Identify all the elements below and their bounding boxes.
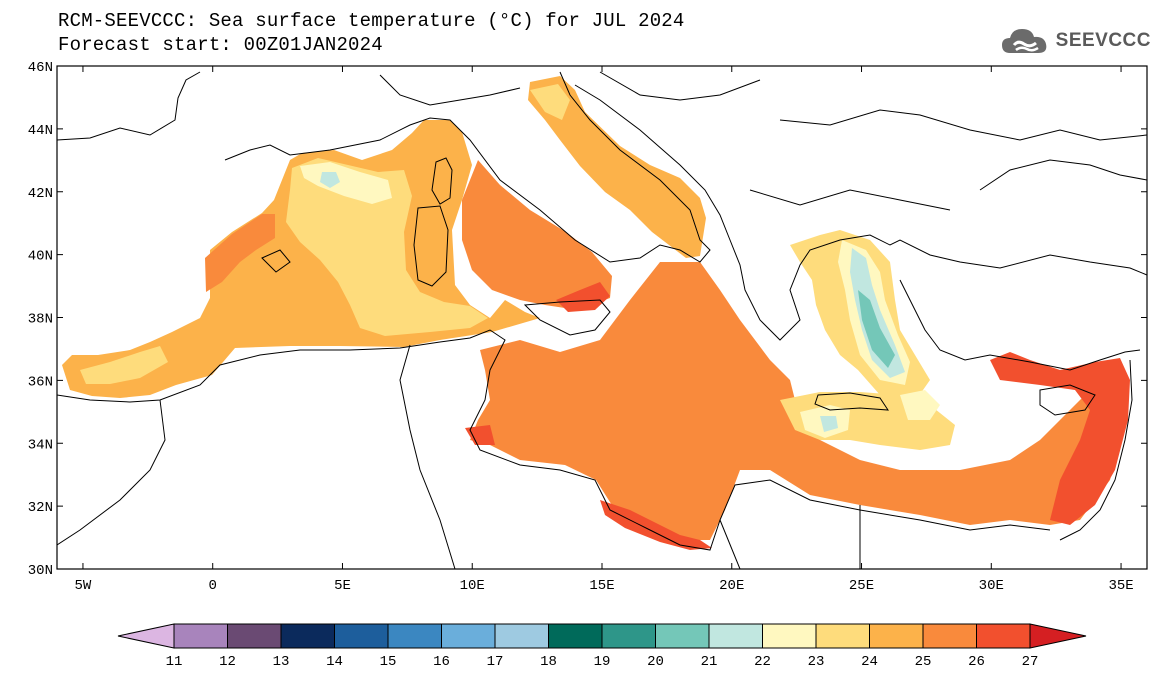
island-cyprus <box>1039 384 1096 416</box>
island-sicily <box>523 299 611 336</box>
colorbar-label: 19 <box>594 654 611 670</box>
border-inland-2 <box>399 344 456 569</box>
colorbar-label: 26 <box>968 654 985 670</box>
sst-field-gulf-lion-cool <box>320 172 340 188</box>
island-crete <box>814 392 889 411</box>
coastline-anatolia <box>899 279 1141 371</box>
colorbar-swatch <box>548 623 603 649</box>
sst-field-tyrrhenian-hot <box>556 282 610 312</box>
coastline-north-africa <box>57 329 1051 551</box>
sst-field-rhodes-pale <box>900 390 940 420</box>
colorbar-swatch <box>441 623 496 649</box>
x-tick-label: 25E <box>849 578 874 594</box>
colorbar-label: 20 <box>647 654 664 670</box>
seevccc-logo: SEEVCCC <box>1000 24 1151 58</box>
sst-field-alboran <box>80 346 168 384</box>
x-tick-label: 0 <box>209 578 217 594</box>
y-tick-label: 30N <box>28 563 53 579</box>
colorbar-label: 12 <box>219 654 236 670</box>
island-sardinia <box>413 205 449 287</box>
colorbar-swatch <box>334 623 389 649</box>
colorbar-label: 21 <box>701 654 718 670</box>
x-tick-label: 35E <box>1108 578 1133 594</box>
colorbar-swatch <box>280 623 335 649</box>
sst-field-crete-cool <box>820 416 838 432</box>
y-tick-label: 42N <box>28 186 53 202</box>
colorbar: 11 12 13 14 15 16 17 18 19 20 21 22 23 24 25 26 27 <box>117 623 1087 670</box>
map-title: RCM-SEEVCCC: Sea surface temperature (°C… <box>58 10 685 32</box>
colorbar-swatch <box>869 623 924 649</box>
sst-field-adriatic <box>528 76 706 258</box>
x-tick-label: 5E <box>334 578 351 594</box>
x-tick-label: 5W <box>75 578 92 594</box>
sst-field-aegean-cold <box>858 290 895 368</box>
coastlines <box>57 71 1147 569</box>
x-tick-label: 30E <box>979 578 1004 594</box>
colorbar-swatch <box>708 623 763 649</box>
coastline-balkans <box>574 84 1147 341</box>
x-tick-label: 15E <box>589 578 614 594</box>
colorbar-label: 27 <box>1022 654 1039 670</box>
colorbar-swatch <box>173 623 228 649</box>
y-tick-label: 46N <box>28 60 53 76</box>
island-mallorca <box>261 249 291 273</box>
x-axis: 5W 0 5E 10E 15E 20E 25E 30E 35E <box>75 66 1134 594</box>
y-tick-label: 40N <box>28 249 53 265</box>
colorbar-swatch <box>815 623 870 649</box>
colorbar-label: 25 <box>915 654 932 670</box>
colorbar-swatch <box>762 623 817 649</box>
colorbar-label: 18 <box>540 654 557 670</box>
sst-field-aegean-cool <box>850 248 905 378</box>
y-tick-label: 36N <box>28 374 53 390</box>
cloud-icon <box>1001 29 1046 53</box>
sst-field-central <box>470 262 1125 540</box>
coastline-black-sea <box>979 159 1147 191</box>
colorbar-label: 23 <box>808 654 825 670</box>
border-inland-1 <box>57 399 166 546</box>
sea-field <box>62 76 1130 550</box>
colorbar-over-arrow <box>1029 623 1087 649</box>
border-inland-4 <box>719 519 741 569</box>
y-tick-label: 32N <box>28 500 53 516</box>
sst-field-sidra-hot <box>600 500 712 550</box>
island-corsica <box>431 157 453 205</box>
colorbar-label: 11 <box>166 654 183 670</box>
colorbar-label: 16 <box>433 654 450 670</box>
colorbar-label: 14 <box>326 654 343 670</box>
colorbar-label: 17 <box>487 654 504 670</box>
x-tick-label: 10E <box>460 578 485 594</box>
sst-field-balearic <box>205 214 275 292</box>
coastline-levant <box>1059 359 1133 541</box>
y-tick-label: 44N <box>28 123 53 139</box>
colorbar-swatch <box>976 623 1031 649</box>
x-tick-label: 20E <box>719 578 744 594</box>
colorbar-label: 13 <box>273 654 290 670</box>
sst-field-gulf-lion <box>286 158 488 336</box>
sst-field-adriatic-north <box>530 84 570 120</box>
colorbar-swatch <box>494 623 549 649</box>
logo-text: SEEVCCC <box>1055 30 1151 51</box>
colorbar-swatch <box>655 623 710 649</box>
sst-field-tyrrhenian <box>462 160 612 310</box>
y-axis: 30N 32N 34N 36N 38N 40N 42N 44N 46N <box>28 60 1147 579</box>
border-alps <box>379 71 1147 211</box>
colorbar-label: 24 <box>861 654 878 670</box>
colorbar-label: 15 <box>380 654 397 670</box>
forecast-start-text: Forecast start: 00Z01JAN2024 <box>58 34 383 56</box>
colorbar-swatch <box>387 623 442 649</box>
colorbar-swatch <box>601 623 656 649</box>
coastline-north <box>57 71 711 263</box>
y-tick-label: 38N <box>28 312 53 328</box>
y-tick-label: 34N <box>28 437 53 453</box>
colorbar-swatch <box>227 623 282 649</box>
colorbar-swatch <box>922 623 977 649</box>
sst-field-gabes-hot <box>465 425 495 445</box>
colorbar-label: 22 <box>754 654 771 670</box>
colorbar-under-arrow <box>117 623 175 649</box>
